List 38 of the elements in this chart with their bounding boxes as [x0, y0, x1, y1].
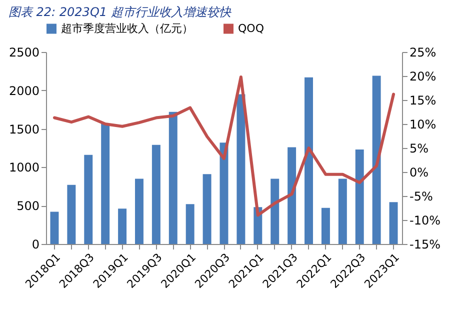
y2-tick-label: 25%	[410, 46, 436, 60]
bar	[236, 94, 246, 244]
line-series	[52, 75, 396, 217]
y-tick-label: 2500	[8, 46, 40, 60]
y-tick-label: 500	[16, 199, 40, 214]
bar	[135, 178, 144, 244]
bar	[67, 184, 76, 244]
y2-tick-label: -5%	[410, 190, 433, 204]
y2-tick-label: -15%	[410, 238, 441, 252]
y2-tick-label: 20%	[410, 70, 436, 84]
legend-label: 超市季度营业收入（亿元）	[61, 22, 193, 35]
bar	[304, 77, 313, 244]
bar	[389, 202, 398, 244]
y2-tick-label: 15%	[410, 94, 436, 108]
y-tick-label: 2000	[8, 84, 40, 98]
bar	[288, 147, 296, 244]
bar	[168, 112, 178, 244]
bar	[152, 144, 160, 244]
y2-tick-label: 10%	[410, 118, 436, 132]
bar	[355, 150, 364, 244]
bar	[186, 204, 194, 244]
bar	[84, 154, 93, 244]
bar	[202, 174, 212, 244]
bar	[321, 208, 330, 244]
y-tick-label: 1500	[8, 122, 40, 136]
legend-label: QOQ	[238, 22, 264, 35]
bar	[338, 178, 347, 244]
y2-tick-label: 5%	[410, 142, 429, 156]
y-tick-label: 0	[32, 238, 40, 252]
bar	[50, 212, 59, 244]
bar	[270, 178, 280, 244]
bar	[118, 208, 127, 244]
bar	[372, 76, 381, 244]
chart-title: 图表 22: 2023Q1 超市行业收入增速较快	[8, 5, 232, 19]
y-tick-label: 1000	[8, 160, 40, 175]
y2-tick-label: -10%	[410, 214, 441, 228]
bar	[101, 123, 110, 244]
y2-tick-label: 0%	[410, 166, 429, 180]
